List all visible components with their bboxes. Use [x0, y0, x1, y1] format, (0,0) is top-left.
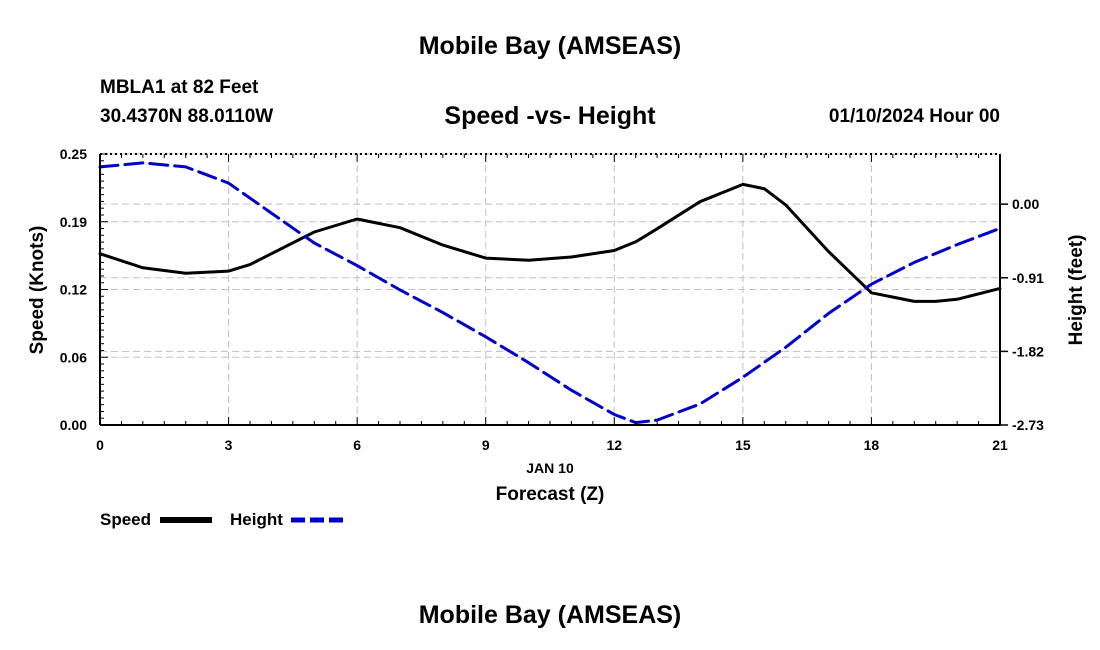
series-line-height	[98, 161, 1002, 425]
chart-series	[98, 161, 1002, 425]
x-tick-label: 12	[606, 437, 622, 453]
page-title: Mobile Bay (AMSEAS)	[418, 32, 682, 60]
y2-tick-label: 0.00	[1012, 196, 1039, 212]
y-tick-label: 0.25	[60, 146, 87, 162]
x-tick-label: 9	[482, 437, 490, 453]
legend-label-height: Height	[230, 510, 283, 529]
x-date-label: JAN 10	[526, 460, 574, 476]
chart-grid	[99, 153, 1001, 426]
x-axis-title: Forecast (Z)	[496, 484, 605, 505]
x-tick-label: 18	[864, 437, 880, 453]
y-tick-label: 0.12	[60, 282, 87, 298]
y2-axis-title: Height (feet)	[1066, 235, 1087, 346]
x-tick-label: 0	[96, 437, 104, 453]
y2-tick-label: -1.82	[1012, 343, 1044, 359]
x-tick-label: 15	[735, 437, 751, 453]
y-tick-label: 0.00	[60, 417, 87, 433]
station-label: MBLA1 at 82 Feet	[100, 77, 259, 98]
y-tick-label: 0.06	[60, 349, 87, 365]
series-line-speed	[98, 182, 1002, 303]
x-tick-label: 21	[992, 437, 1008, 453]
x-tick-label: 3	[225, 437, 233, 453]
legend-label-speed: Speed	[100, 510, 151, 529]
footer-title: Mobile Bay (AMSEAS)	[418, 601, 682, 629]
axis-ticks: 0 3 6 9 12 15 18 21 0.00 0.06 0.12 0.19 0.25 0.00 -0.9…	[60, 146, 1044, 453]
chart-title: Speed -vs- Height	[444, 102, 656, 130]
chart-legend: Speed Height	[100, 510, 343, 529]
y-axis-title: Speed (Knots)	[27, 226, 48, 355]
x-tick-label: 6	[353, 437, 361, 453]
y2-tick-label: -2.73	[1012, 417, 1044, 433]
station-coordinates: 30.4370N 88.0110W	[100, 106, 274, 127]
forecast-timestamp: 01/10/2024 Hour 00	[828, 106, 1000, 127]
y2-tick-label: -0.91	[1012, 270, 1044, 286]
y-tick-label: 0.19	[60, 214, 87, 230]
